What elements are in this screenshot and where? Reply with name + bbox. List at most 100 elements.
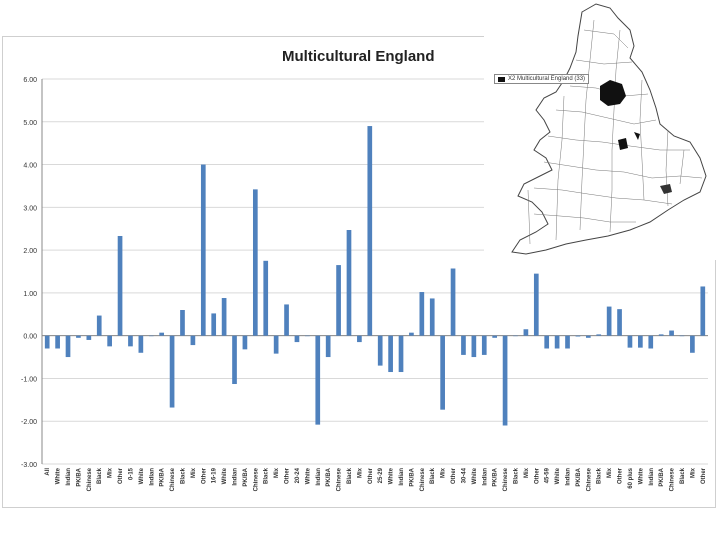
x-tick-label: Other [618,467,624,484]
x-tick-label: White [472,467,478,484]
x-tick-label: White [56,467,62,484]
x-tick-label: Black [430,467,436,484]
x-tick-label: 60 plus [628,467,634,488]
x-tick-label: White [139,467,145,484]
bar [471,335,477,358]
bar [221,298,227,336]
bar [377,335,383,366]
bar [450,268,456,336]
x-tick-label: Indian [399,468,405,486]
x-tick-label: Mix [441,467,447,478]
bar [315,335,321,425]
bar [138,335,144,353]
bar [242,335,248,350]
x-tick-label: Black [513,467,519,484]
bar [617,309,622,336]
x-tick-label: 25-29 [378,467,384,483]
bar [159,332,165,336]
x-tick-label: White [389,467,395,484]
bar [669,330,674,336]
x-tick-label: Chinese [586,467,592,491]
x-tick-label: Indian [649,468,655,486]
bar [429,298,435,336]
bar [148,335,154,337]
bar [690,335,695,353]
bar [305,335,310,337]
x-tick-label: Mix [108,467,114,478]
bar [419,292,425,336]
england-wales-map [484,0,720,260]
x-tick-label: 45-59 [545,467,551,483]
bar [44,335,50,349]
x-tick-label: Black [180,467,186,484]
x-tick-label: Black [264,467,270,484]
x-tick-label: Indian [566,468,572,486]
bar [648,335,654,349]
bar [367,126,373,336]
x-tick-label: 30-44 [461,467,467,483]
region-manchester-leeds [600,80,626,106]
bar [523,329,529,336]
x-tick-label: Other [368,467,374,484]
map-boundaries [527,19,703,245]
bar [481,335,487,355]
x-tick-label: Chinese [337,467,343,491]
region-london [660,184,672,194]
x-tick-label: Chinese [253,467,259,491]
bar [533,273,539,336]
bar [585,335,591,338]
x-tick-label: PK/BA [243,467,249,486]
x-tick-label: Chinese [87,467,93,491]
bar [658,334,664,336]
x-tick-label: Mix [607,467,613,478]
bar [55,335,60,349]
bar [440,335,445,410]
y-tick-label: 4.00 [23,163,37,170]
x-tick-label: Other [118,467,124,484]
bar [96,315,102,336]
bar [357,335,362,343]
x-tick-label: Mix [274,467,280,478]
y-tick-label: 6.00 [23,77,37,84]
map-legend: X2 Multicultural England (33) [494,74,590,84]
bar [117,235,123,336]
x-tick-label: Black [97,467,103,484]
region-east-midlands [634,132,640,140]
x-tick-label: Indian [316,468,322,486]
x-tick-label: Mix [690,467,696,478]
bar [252,189,258,336]
bar [700,286,706,336]
x-tick-label: PK/BA [160,467,166,486]
bar [180,310,185,336]
bar [565,335,570,349]
bar [502,335,508,426]
x-tick-label: PK/BA [76,467,82,486]
x-tick-label: All [45,468,51,476]
y-tick-label: 3.00 [23,205,37,212]
x-tick-label: Other [451,467,457,484]
bar [169,335,175,408]
region-midlands [618,138,628,150]
x-tick-label: Indian [482,468,488,486]
bar [232,335,237,385]
bar [65,335,71,358]
x-tick-label: Indian [149,468,155,486]
chart-frame [2,36,716,508]
bar [346,230,352,336]
bar [200,164,206,336]
x-tick-label: 0-15 [128,467,134,480]
y-tick-label: -1.00 [21,376,37,383]
bar [294,335,300,343]
x-tick-label: Chinese [170,467,176,491]
bar [679,335,685,337]
bar [128,335,133,347]
bar [554,335,560,349]
bar [398,335,404,373]
bar [627,335,633,348]
bar [86,335,92,340]
bar [492,335,498,338]
x-tick-label: Mix [524,467,530,478]
x-tick-label: Indian [66,468,72,486]
x-tick-label: Black [597,467,603,484]
x-tick-label: Other [285,467,291,484]
